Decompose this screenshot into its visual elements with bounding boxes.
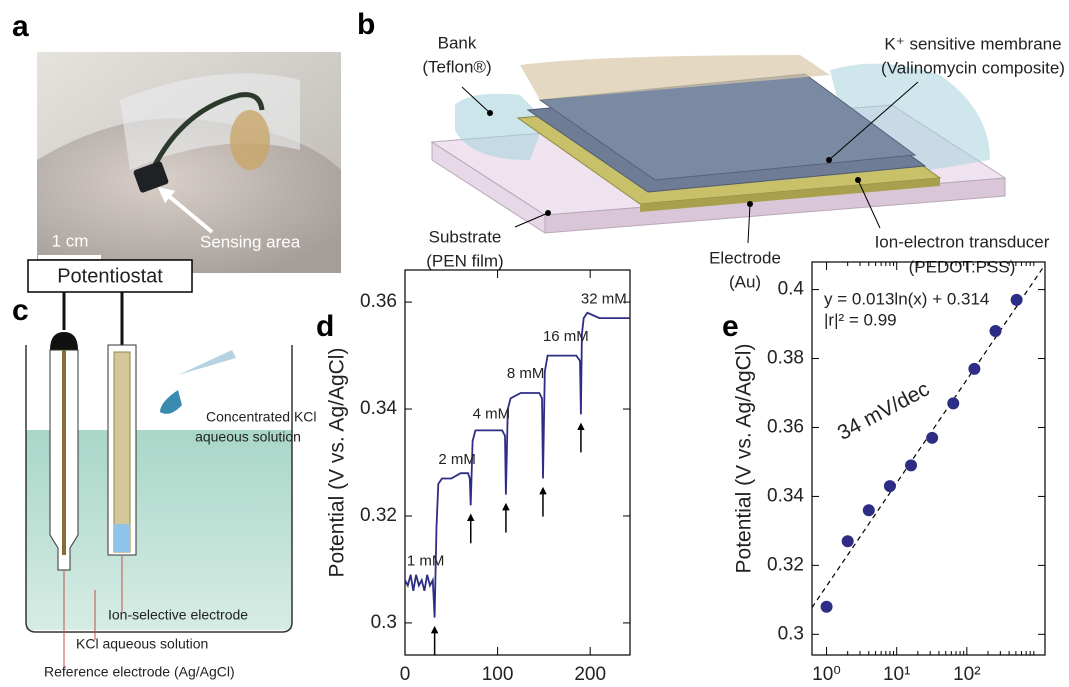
device-diagram: Bank (Teflon®) K⁺ sensitive membrane (Va…	[422, 33, 1065, 291]
y-tick-label: 0.4	[778, 279, 805, 300]
y-tick-label: 0.36	[360, 291, 397, 312]
concentration-label: 2 mM	[438, 451, 476, 468]
diagram-label: (Teflon®)	[422, 57, 491, 76]
y-tick-label: 0.32	[360, 505, 397, 526]
data-point	[821, 601, 833, 613]
panel-letter: b	[357, 8, 375, 41]
data-point	[842, 535, 854, 547]
slope-label: 34 mV/dec	[834, 377, 933, 444]
diagram-label: (Valinomycin composite)	[881, 58, 1065, 77]
instrument-label: Potentiostat	[57, 265, 163, 287]
x-tick-label: 100	[482, 664, 514, 685]
data-point	[863, 504, 875, 516]
diagram-label: (Au)	[729, 272, 761, 291]
y-axis-label: Potential (V vs. Ag/AgCl)	[733, 344, 756, 574]
fit-r2: |r|² = 0.99	[824, 310, 897, 329]
chart-e: 0.30.320.340.360.380.410⁰10¹10²KCl Conce…	[733, 262, 1045, 687]
y-tick-label: 0.32	[767, 554, 804, 575]
y-axis-label: Potential (V vs. Ag/AgCl)	[326, 348, 349, 578]
panel-letter: d	[316, 310, 334, 343]
photo-annotation: Sensing area	[200, 232, 301, 251]
figure: a b c d e 1 cm Sensing area	[0, 0, 1069, 687]
diagram-label: Ion-electron transducer	[875, 232, 1050, 251]
data-point	[947, 397, 959, 409]
chart-d: 0.30.320.340.360100200Time (sec)Potentia…	[326, 270, 630, 687]
data-point	[1011, 294, 1023, 306]
x-tick-label: 200	[574, 664, 606, 685]
data-point	[926, 432, 938, 444]
photo: 1 cm Sensing area	[37, 52, 341, 273]
electrode-label: Ion-selective electrode	[108, 607, 248, 623]
diagram-label: (PEN film)	[426, 251, 503, 270]
concentration-label: 8 mM	[507, 365, 544, 382]
fit-equation: y = 0.013ln(x) + 0.314	[824, 289, 989, 308]
x-tick-label: 10²	[953, 664, 980, 685]
y-tick-label: 0.3	[371, 612, 397, 633]
electrode-label: KCl aqueous solution	[76, 636, 208, 652]
data-point	[989, 325, 1001, 337]
concentration-label: 32 mM	[581, 290, 627, 307]
concentration-label: 1 mM	[407, 552, 445, 569]
data-point	[968, 363, 980, 375]
x-tick-label: 10⁰	[812, 664, 841, 685]
panel-letter: a	[12, 10, 29, 43]
y-tick-label: 0.34	[767, 485, 804, 506]
y-tick-label: 0.3	[778, 623, 804, 644]
data-point	[884, 480, 896, 492]
diagram-label: Bank	[438, 33, 477, 52]
concentration-label: 16 mM	[543, 328, 589, 345]
y-tick-label: 0.38	[767, 348, 804, 369]
concentration-label: 4 mM	[473, 405, 511, 422]
setup-diagram: Potentiostat Concentrated KCl aqueous so…	[26, 260, 317, 680]
scale-bar-label: 1 cm	[52, 231, 89, 250]
data-point	[905, 459, 917, 471]
panel-letter: c	[12, 294, 29, 327]
diagram-label: Substrate	[429, 227, 502, 246]
y-tick-label: 0.34	[360, 398, 397, 419]
drop-label: aqueous solution	[195, 429, 301, 445]
diagram-label: Electrode	[709, 248, 781, 267]
x-tick-label: 10¹	[883, 664, 910, 685]
drop-label: Concentrated KCl	[206, 409, 317, 425]
y-tick-label: 0.36	[767, 416, 804, 437]
diagram-label: (PEDOT:PSS)	[909, 257, 1016, 276]
electrode-label: Reference electrode (Ag/AgCl)	[44, 664, 235, 680]
panel-letter: e	[722, 310, 739, 343]
x-tick-label: 0	[400, 664, 411, 685]
diagram-label: K⁺ sensitive membrane	[884, 34, 1061, 53]
